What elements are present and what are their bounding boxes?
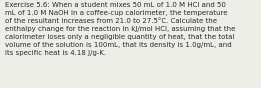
Text: Exercise 5.6: When a student mixes 50 mL of 1.0 M HCl and 50
mL of 1.0 M NaOH in: Exercise 5.6: When a student mixes 50 mL… — [5, 2, 235, 56]
